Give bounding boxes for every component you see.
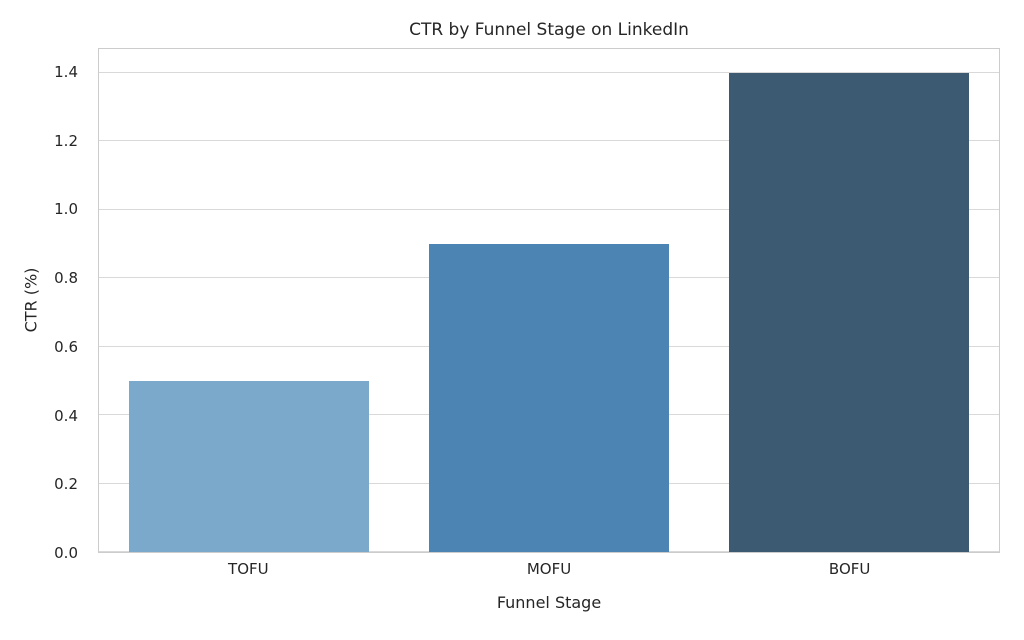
y-tick-label: 0.2 bbox=[54, 475, 78, 494]
chart-title: CTR by Funnel Stage on LinkedIn bbox=[409, 20, 689, 40]
y-tick-label: 1.4 bbox=[54, 63, 78, 82]
x-tick-label-bofu: BOFU bbox=[828, 560, 871, 578]
y-tick-label: 0.0 bbox=[54, 544, 78, 562]
x-tick-label-tofu: TOFU bbox=[228, 560, 269, 578]
y-tick-label: 1.0 bbox=[54, 200, 78, 219]
gridline bbox=[99, 208, 999, 210]
x-tick-labels: TOFU MOFU BOFU bbox=[98, 560, 1000, 582]
bar-bofu bbox=[729, 72, 969, 552]
y-tick-label: 1.2 bbox=[54, 131, 78, 150]
bar-mofu bbox=[429, 244, 669, 552]
x-tick-label-mofu: MOFU bbox=[526, 560, 572, 578]
gridline bbox=[99, 71, 999, 73]
y-tick-label: 0.4 bbox=[54, 406, 78, 425]
bar-tofu bbox=[129, 380, 369, 552]
y-tick-labels: 0.0 0.2 0.4 0.6 0.8 1.0 1.2 1.4 bbox=[0, 48, 88, 562]
y-tick-label: 0.8 bbox=[54, 269, 78, 288]
y-tick-label: 0.6 bbox=[54, 337, 78, 356]
plot-area bbox=[98, 48, 1000, 553]
gridline bbox=[99, 140, 999, 142]
x-axis-label: Funnel Stage bbox=[496, 593, 602, 612]
